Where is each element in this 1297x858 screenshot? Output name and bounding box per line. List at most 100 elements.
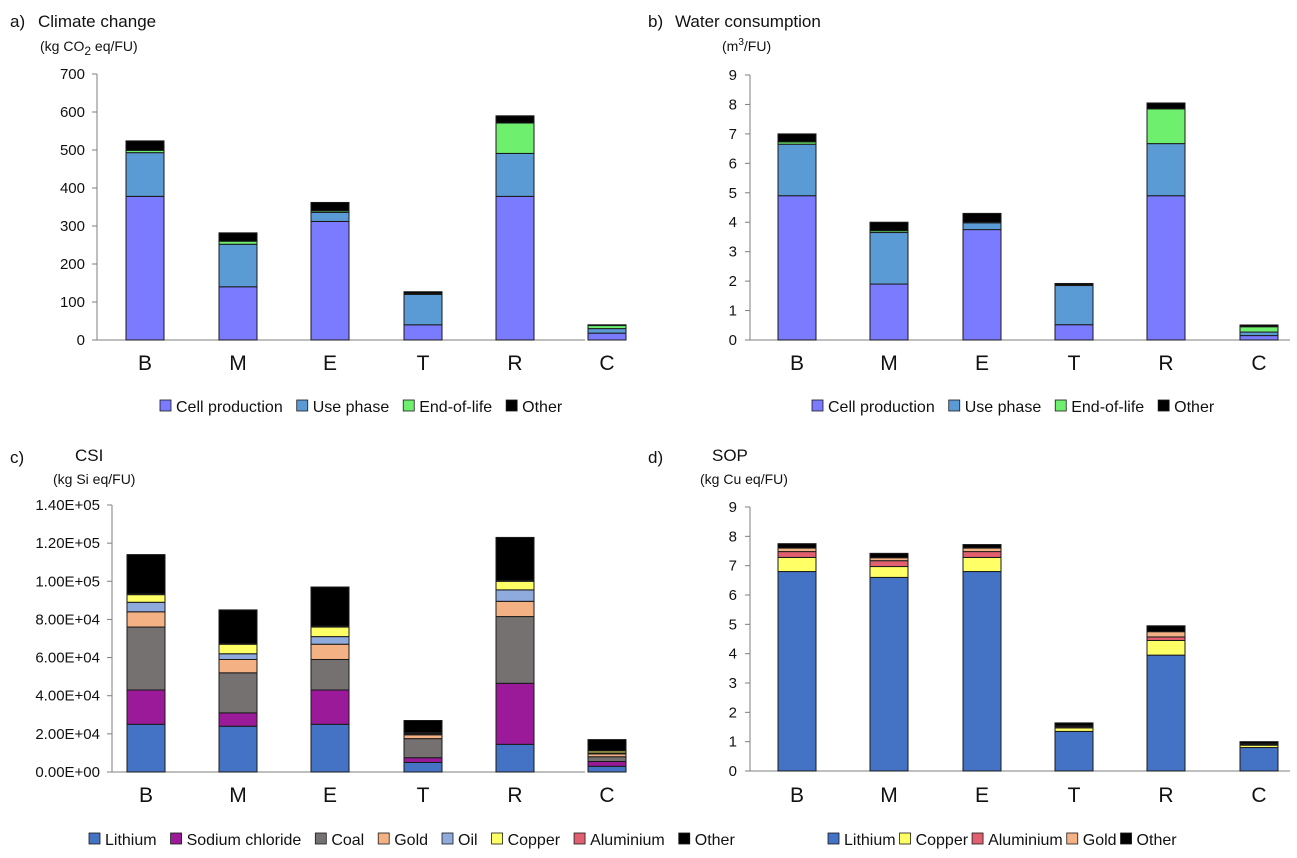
legend-label: Copper [916,832,969,849]
y-tick-label: 2.00E+04 [35,726,100,743]
chart-panel-2: c)CSI(kg Si eq/FU)0.00E+002.00E+044.00E+… [10,446,735,849]
bar-segment [1147,640,1185,655]
bar-segment [219,713,257,726]
legend-swatch [1121,833,1132,844]
legend-label: Copper [508,832,561,849]
bar-segment [778,144,816,196]
bar-segment [1055,283,1093,284]
legend-swatch [160,400,171,411]
bar-segment [870,284,908,340]
y-tick-label: 3 [729,675,737,692]
bar-segment [496,601,534,616]
bar-segment [1055,723,1093,726]
legend-label: Other [1137,832,1178,849]
bar-segment [127,595,165,603]
bar-segment [404,292,442,294]
bar-segment [963,223,1001,230]
bar-segment [311,690,349,724]
legend-label: Other [1174,399,1215,416]
y-tick-label: 1 [729,734,737,751]
bar-segment [1240,748,1278,771]
legend-label: Cell production [828,399,935,416]
x-tick-label: R [1158,784,1173,807]
bar-segment [404,721,442,733]
bar-segment [496,581,534,590]
x-tick-label: M [880,784,898,807]
y-tick-label: 200 [60,256,85,273]
bar-segment [1147,103,1185,109]
bar-segment [496,617,534,684]
x-tick-label: M [229,352,247,375]
bar-segment [311,212,349,221]
legend-label: Lithium [844,832,896,849]
bar-segment [1147,637,1185,641]
x-tick-label: E [323,352,337,375]
x-tick-label: E [975,784,989,807]
bar-segment [870,561,908,567]
y-tick-label: 0 [729,332,737,349]
bar-segment [588,329,626,334]
y-tick-label: 8 [729,96,737,113]
panel-letter: c) [10,448,24,467]
bar-segment [496,590,534,601]
bar-segment [963,545,1001,549]
bar-segment [219,659,257,672]
legend-swatch [1055,400,1066,411]
x-tick-label: T [417,352,430,375]
y-tick-label: 1.20E+05 [35,535,100,552]
y-tick-label: 1.00E+05 [35,573,100,590]
bar-segment [496,123,534,153]
legend-swatch [812,400,823,411]
bar-segment [219,673,257,713]
bar-segment [778,548,816,552]
legend-swatch [1067,833,1078,844]
legend-label: Coal [331,832,364,849]
bar-segment [1240,742,1278,744]
legend-label: End-of-life [1071,399,1144,416]
bar-segment [126,153,164,197]
y-tick-label: 5 [729,185,737,202]
x-tick-label: T [417,784,430,807]
bar-segment [311,724,349,772]
legend-label: Gold [394,832,428,849]
legend-label: Other [695,832,736,849]
panel-letter: a) [10,12,25,31]
bar-segment [219,233,257,241]
bar-segment [963,572,1001,771]
y-tick-label: 4.00E+04 [35,688,100,705]
bar-segment [1240,325,1278,327]
x-tick-label: C [1251,784,1266,807]
y-tick-label: 700 [60,66,85,83]
bar-segment [778,134,816,142]
bar-segment [127,724,165,772]
y-tick-label: 6 [729,587,737,604]
legend-label: Oil [458,832,478,849]
bar-segment [963,557,1001,571]
bar-segment [870,553,908,557]
bar-segment [588,325,626,326]
y-tick-label: 6 [729,155,737,172]
legend-label: Sodium chloride [187,832,302,849]
x-tick-label: B [790,352,804,375]
bar-segment [496,744,534,772]
y-axis-label: (kg Si eq/FU) [53,471,135,487]
bar-segment [311,637,349,645]
x-tick-label: C [599,784,614,807]
x-tick-label: M [229,784,247,807]
bar-segment [404,762,442,772]
bar-segment [588,766,626,772]
y-tick-label: 3 [729,244,737,261]
bar-segment [1055,731,1093,771]
bar-segment [311,627,349,637]
bar-segment [127,612,165,627]
bar-segment [1240,327,1278,332]
legend-swatch [171,833,182,844]
bar-segment [311,644,349,659]
y-tick-label: 400 [60,180,85,197]
x-tick-label: B [790,784,804,807]
bar-segment [1147,655,1185,771]
x-tick-label: R [507,784,522,807]
chart-title: SOP [712,446,748,465]
legend-label: End-of-life [419,399,492,416]
